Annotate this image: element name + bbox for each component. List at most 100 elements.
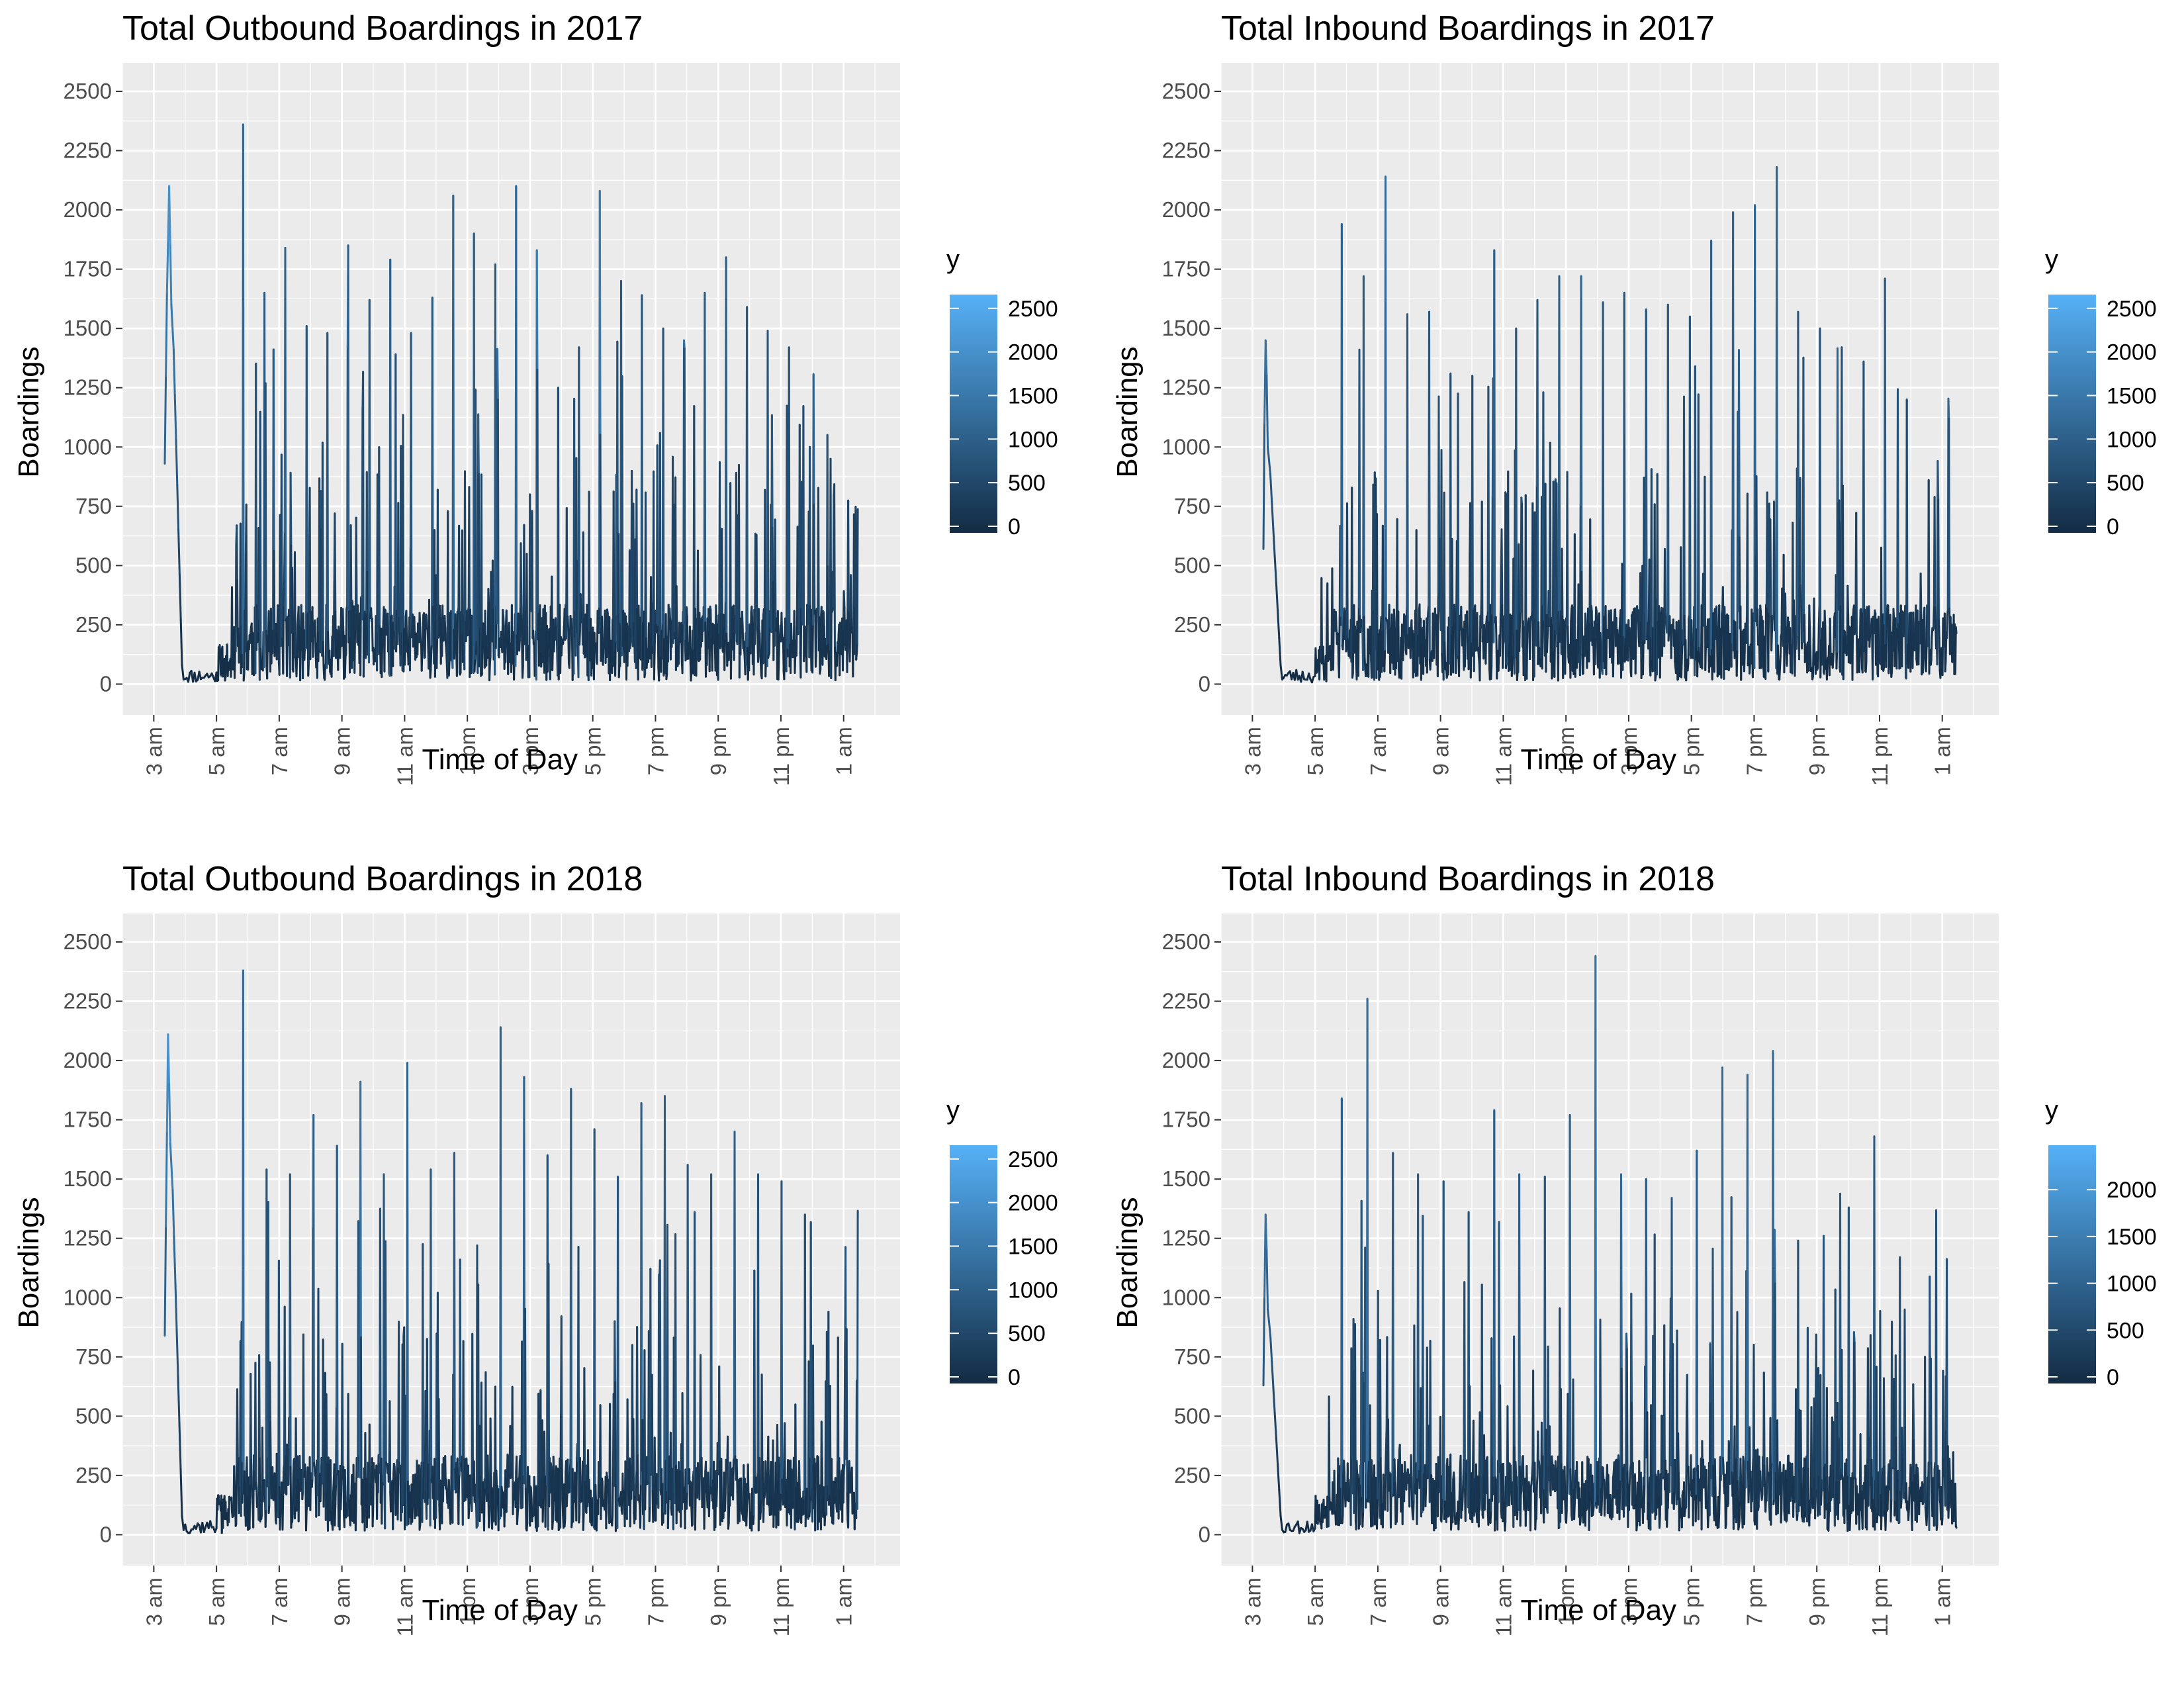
y-tick-label: 0 xyxy=(100,671,112,696)
line-segment xyxy=(284,246,287,622)
line-segment xyxy=(733,628,736,661)
legend-label: 2500 xyxy=(1008,297,1058,322)
line-segment xyxy=(681,1392,684,1474)
line-segment xyxy=(171,1189,175,1238)
line-segment xyxy=(1878,616,1880,660)
line-segment xyxy=(820,1421,823,1460)
line-segment xyxy=(1392,1152,1394,1497)
line-segment xyxy=(1884,277,1887,646)
line-segment xyxy=(491,559,494,611)
line-segment xyxy=(842,628,844,672)
line-segment xyxy=(404,651,406,666)
line-segment xyxy=(1683,395,1686,617)
line-segment xyxy=(431,297,434,608)
line-segment xyxy=(618,1499,621,1507)
line-segment xyxy=(1854,604,1857,629)
series-line xyxy=(1262,955,1958,1534)
line-segment xyxy=(250,1483,253,1497)
line-segment xyxy=(583,1367,586,1483)
x-tick-label: 7 am xyxy=(267,727,292,775)
line-segment xyxy=(165,291,168,377)
line-segment xyxy=(233,1465,236,1486)
line-segment xyxy=(538,1459,541,1507)
line-segment xyxy=(531,510,534,639)
line-segment xyxy=(1265,1249,1269,1311)
line-segment xyxy=(1273,555,1277,585)
line-segment xyxy=(1930,636,1933,661)
line-segment xyxy=(258,1354,261,1460)
line-segment xyxy=(1594,636,1597,665)
line-segment xyxy=(845,1328,848,1495)
line-segment xyxy=(447,510,449,671)
line-segment xyxy=(572,1497,575,1523)
line-segment xyxy=(1322,645,1325,667)
line-segment xyxy=(517,612,520,630)
line-segment xyxy=(489,1417,492,1475)
line-segment xyxy=(236,524,238,582)
line-segment xyxy=(694,1490,697,1531)
line-segment xyxy=(1269,1334,1273,1362)
chart-title: Total Inbound Boardings in 2017 xyxy=(1221,9,1715,48)
line-segment xyxy=(513,655,516,681)
line-segment xyxy=(1561,547,1564,618)
line-segment xyxy=(1546,628,1549,639)
line-segment xyxy=(1453,1478,1456,1517)
y-tick-label: 2500 xyxy=(1162,929,1210,954)
y-tick-label: 2250 xyxy=(64,138,112,163)
line-segment xyxy=(1599,1319,1602,1490)
line-segment xyxy=(1892,608,1895,621)
line-segment xyxy=(387,1464,390,1483)
series-line xyxy=(1262,166,1958,684)
line-segment xyxy=(630,1462,633,1500)
y-tick-label: 250 xyxy=(75,612,112,637)
line-segment xyxy=(1837,347,1839,504)
x-tick-label: 3 am xyxy=(142,1577,166,1626)
line-segment xyxy=(1333,1470,1336,1515)
line-segment xyxy=(242,123,245,682)
y-tick-label: 1500 xyxy=(1162,1166,1210,1191)
line-segment xyxy=(456,1457,459,1493)
line-segment xyxy=(1524,1496,1527,1527)
line-segment xyxy=(634,1483,637,1521)
line-segment xyxy=(1612,1476,1614,1518)
y-tick-label: 1750 xyxy=(64,1107,112,1132)
line-segment xyxy=(1667,626,1670,642)
line-segment xyxy=(400,445,403,655)
line-segment xyxy=(728,639,731,651)
line-segment xyxy=(1929,648,1932,663)
line-segment xyxy=(856,1209,859,1510)
line-segment xyxy=(823,1486,825,1497)
line-segment xyxy=(294,1505,296,1520)
x-tick-label: 9 pm xyxy=(706,727,731,775)
line-segment xyxy=(283,578,285,607)
line-segment xyxy=(612,1466,614,1517)
x-tick-label: 5 pm xyxy=(1680,727,1704,775)
x-tick-label: 1 pm xyxy=(455,727,480,775)
line-segment xyxy=(1515,327,1518,632)
line-segment xyxy=(852,630,855,678)
legend-colorbar xyxy=(950,1145,997,1383)
line-segment xyxy=(1269,473,1273,503)
line-segment xyxy=(1602,301,1605,663)
line-segment xyxy=(419,623,422,643)
line-segment xyxy=(1817,655,1819,669)
line-segment xyxy=(1799,477,1802,586)
line-segment xyxy=(249,631,252,644)
line-segment xyxy=(1573,1502,1576,1521)
line-segment xyxy=(760,1498,762,1513)
line-segment xyxy=(1267,1308,1271,1336)
line-segment xyxy=(1720,612,1723,679)
line-segment xyxy=(1513,1335,1516,1448)
line-segment xyxy=(393,1465,396,1479)
x-tick-label: 9 am xyxy=(330,1577,355,1626)
line-segment xyxy=(429,669,432,679)
line-segment xyxy=(802,405,805,663)
line-segment xyxy=(1749,662,1751,675)
line-segment xyxy=(732,1459,735,1501)
line-segment xyxy=(645,491,647,639)
line-segment xyxy=(371,618,374,652)
line-segment xyxy=(532,630,535,645)
line-segment xyxy=(1433,620,1436,659)
line-segment xyxy=(1694,1467,1696,1480)
